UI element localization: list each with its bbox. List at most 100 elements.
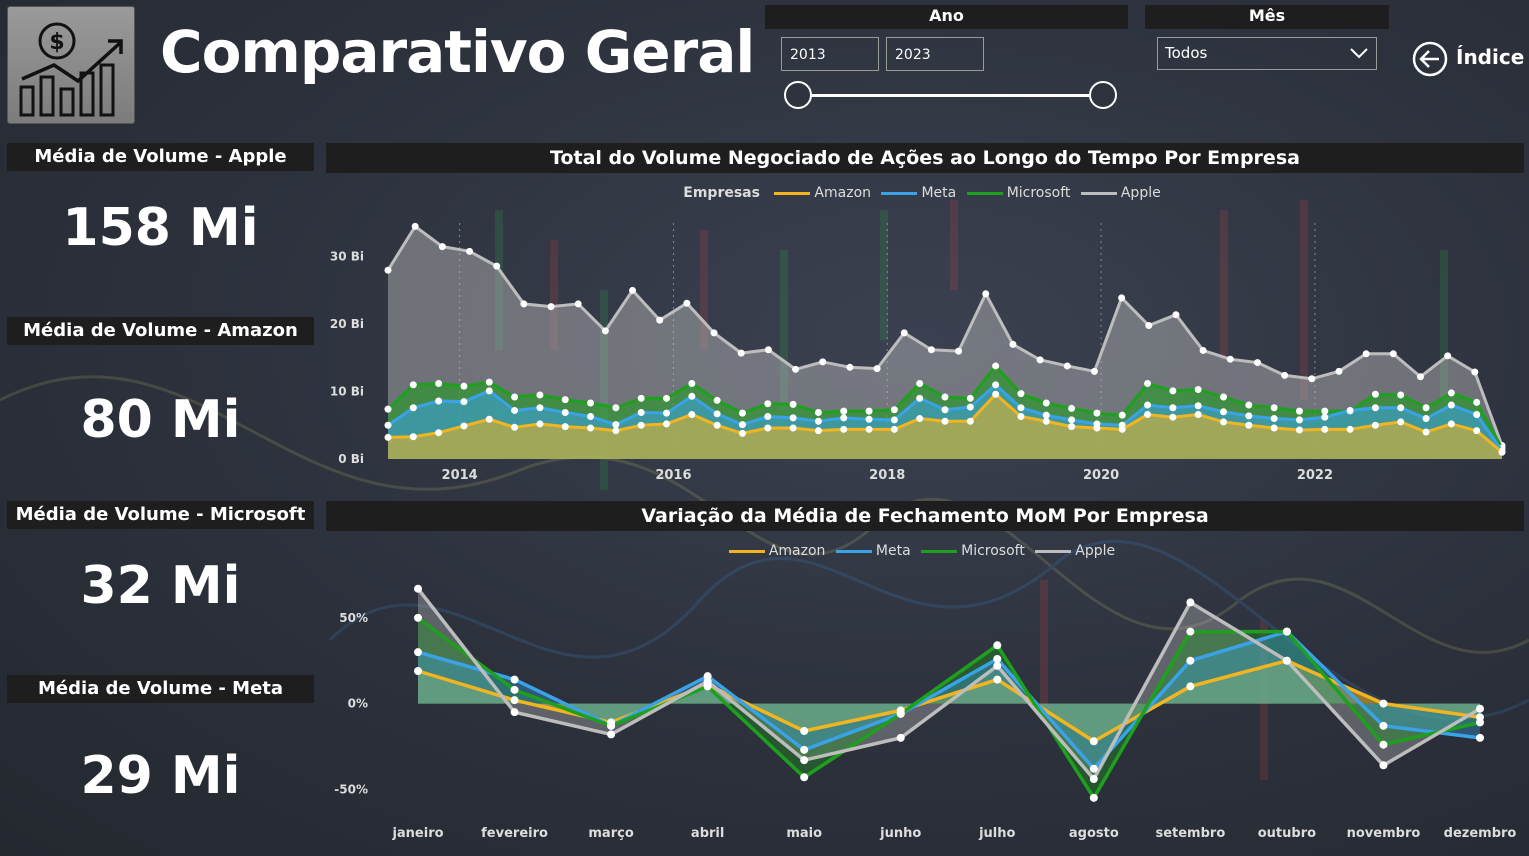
data-point-meta [865, 415, 873, 423]
data-point-meta [738, 421, 746, 429]
data-point-microsoft [607, 721, 616, 730]
data-point-apple [574, 300, 582, 308]
data-point-apple [737, 349, 745, 357]
legend-item-meta[interactable]: Meta [881, 185, 956, 201]
data-point-apple [1308, 375, 1316, 383]
data-point-amazon [1321, 425, 1329, 433]
legend-item-apple[interactable]: Apple [1035, 543, 1115, 559]
legend-item-microsoft[interactable]: Microsoft [921, 543, 1025, 559]
volume-area-chart[interactable]: 0 Bi 10 Bi 20 Bi 30 Bi 2014 2016 2018 2020 2022 [326, 205, 1524, 495]
month-filter-label: Mês [1145, 5, 1389, 29]
data-point-meta [713, 410, 721, 418]
data-point-apple [1199, 346, 1207, 354]
data-point-microsoft [789, 400, 797, 408]
data-point-apple [1009, 340, 1017, 348]
legend-item-microsoft[interactable]: Microsoft [966, 185, 1070, 201]
year-slider-start-handle[interactable] [784, 81, 812, 109]
data-point-amazon [460, 422, 468, 430]
data-point-meta [840, 414, 848, 422]
data-point-amazon [1422, 428, 1430, 436]
index-button[interactable]: Índice [1411, 40, 1524, 78]
data-point-amazon [738, 429, 746, 437]
data-point-amazon [409, 433, 417, 441]
x-category-label: abril [691, 826, 724, 841]
data-point-apple [900, 329, 908, 337]
data-point-amazon [789, 424, 797, 432]
data-point-meta [1295, 416, 1303, 424]
data-point-microsoft [1144, 379, 1152, 387]
data-point-amazon [1186, 682, 1195, 691]
legend-item-apple[interactable]: Apple [1080, 185, 1161, 201]
y-tick-label: 0 Bi [338, 452, 364, 466]
data-point-microsoft [587, 399, 595, 407]
data-point-amazon [1144, 410, 1152, 418]
data-point-apple [629, 286, 637, 294]
series-area-apple [418, 588, 1480, 779]
data-point-meta [941, 406, 949, 414]
data-point-apple [1118, 294, 1126, 302]
x-category-label: outubro [1258, 826, 1316, 841]
data-point-amazon [865, 425, 873, 433]
data-point-meta [1194, 402, 1202, 410]
data-point-microsoft [1118, 411, 1126, 419]
data-point-amazon [612, 427, 620, 435]
data-point-apple [819, 358, 827, 366]
data-point-amazon [1295, 426, 1303, 434]
mom-chart-legend: Amazon Meta Microsoft Apple [326, 543, 1524, 559]
data-point-meta [800, 745, 809, 754]
legend-item-meta[interactable]: Meta [835, 543, 911, 559]
kpi-meta-value: 29 Mi [80, 746, 241, 806]
kpi-amazon-label: Média de Volume - Amazon [7, 317, 314, 345]
data-point-apple [1089, 775, 1098, 783]
data-point-amazon [1042, 417, 1050, 425]
data-point-meta [1422, 415, 1430, 423]
year-from-input[interactable]: 2013 [781, 37, 879, 71]
y-tick-label: 20 Bi [330, 317, 364, 331]
data-point-amazon [511, 423, 519, 431]
data-point-microsoft [485, 378, 493, 386]
year-to-input[interactable]: 2023 [886, 37, 984, 71]
data-point-microsoft [1194, 386, 1202, 394]
data-point-meta [688, 392, 696, 400]
data-point-amazon [1089, 737, 1098, 746]
data-point-microsoft [896, 709, 905, 718]
data-point-microsoft [966, 394, 974, 402]
data-point-meta [1169, 404, 1177, 412]
year-slider-track[interactable] [797, 94, 1103, 97]
data-point-meta [409, 404, 417, 412]
data-point-microsoft [1245, 401, 1253, 409]
data-point-apple [1063, 362, 1071, 370]
data-point-apple [438, 243, 446, 251]
data-point-apple [683, 299, 691, 307]
data-point-apple [1172, 311, 1180, 319]
data-point-amazon [814, 427, 822, 435]
month-dropdown[interactable]: Todos [1157, 37, 1377, 70]
data-point-microsoft [1447, 389, 1455, 397]
svg-text:$: $ [49, 30, 64, 55]
data-point-amazon [916, 415, 924, 423]
kpi-meta-label: Média de Volume - Meta [7, 675, 314, 703]
data-point-apple [493, 262, 501, 270]
data-point-amazon [1169, 413, 1177, 421]
data-point-microsoft [612, 404, 620, 412]
mom-variation-chart[interactable]: -50% 0% 50% janeiro fevereiro março abril maio j… [326, 565, 1524, 850]
legend-item-amazon[interactable]: Amazon [728, 543, 825, 559]
data-point-apple [1389, 350, 1397, 358]
data-point-meta [1371, 404, 1379, 412]
year-slider-end-handle[interactable] [1089, 81, 1117, 109]
x-tick-label: 2016 [655, 468, 691, 483]
data-point-microsoft [1186, 627, 1195, 636]
kpi-microsoft-label: Média de Volume - Microsoft [7, 501, 314, 529]
data-point-apple [656, 316, 664, 324]
data-point-apple [710, 329, 718, 337]
x-category-label: setembro [1155, 826, 1225, 841]
data-point-amazon [435, 429, 443, 437]
data-point-amazon [1397, 418, 1405, 426]
data-point-amazon [764, 424, 772, 432]
data-point-amazon [688, 410, 696, 418]
data-point-apple [1362, 350, 1370, 358]
legend-item-amazon[interactable]: Amazon [774, 185, 871, 201]
data-point-microsoft [1169, 387, 1177, 395]
data-point-apple [520, 300, 528, 308]
